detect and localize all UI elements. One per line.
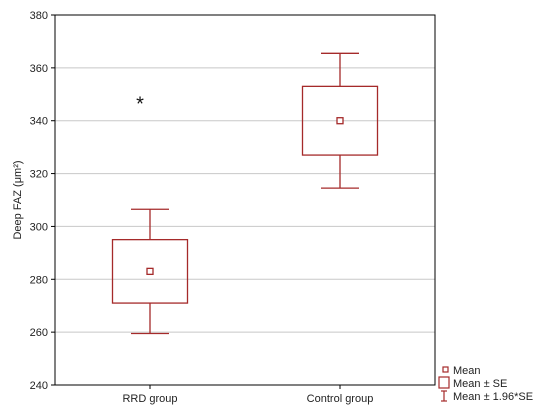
annotations: * (136, 94, 144, 116)
x-axis: RRD group Control group (122, 385, 373, 405)
y-axis-label: Deep FAZ (μm²) (12, 160, 24, 239)
mean-marker (146, 267, 154, 276)
legend-mean-icon (442, 366, 449, 373)
y-axis: 240 260 280 300 320 340 360 380 (30, 10, 55, 392)
x-tick-label: Control group (307, 393, 374, 405)
y-tick-label: 360 (30, 63, 48, 75)
box-plot-marks (111, 52, 379, 335)
y-tick-label: 240 (30, 380, 48, 392)
legend-label: Mean (453, 365, 481, 377)
box-group (111, 208, 189, 335)
legend-box-icon (438, 376, 450, 389)
gridlines (55, 67, 435, 333)
se-box (111, 238, 189, 304)
y-tick-label: 380 (30, 10, 48, 22)
y-tick-label: 320 (30, 169, 48, 181)
mean-marker (336, 117, 344, 125)
legend-item: Mean (442, 365, 481, 377)
legend-item: Mean ± 1.96*SE (441, 390, 533, 403)
y-tick-label: 300 (30, 221, 48, 233)
se-box (301, 85, 379, 156)
legend-label: Mean ± 1.96*SE (453, 391, 533, 403)
plot-frame (54, 14, 436, 386)
legend-label: Mean ± SE (453, 378, 507, 390)
x-tick-label: RRD group (122, 393, 177, 405)
y-tick-label: 280 (30, 274, 48, 286)
box-group (301, 52, 379, 189)
legend-item: Mean ± SE (438, 376, 507, 390)
y-tick-label: 260 (30, 327, 48, 339)
significance-asterisk: * (136, 94, 144, 116)
y-tick-label: 340 (30, 116, 48, 128)
